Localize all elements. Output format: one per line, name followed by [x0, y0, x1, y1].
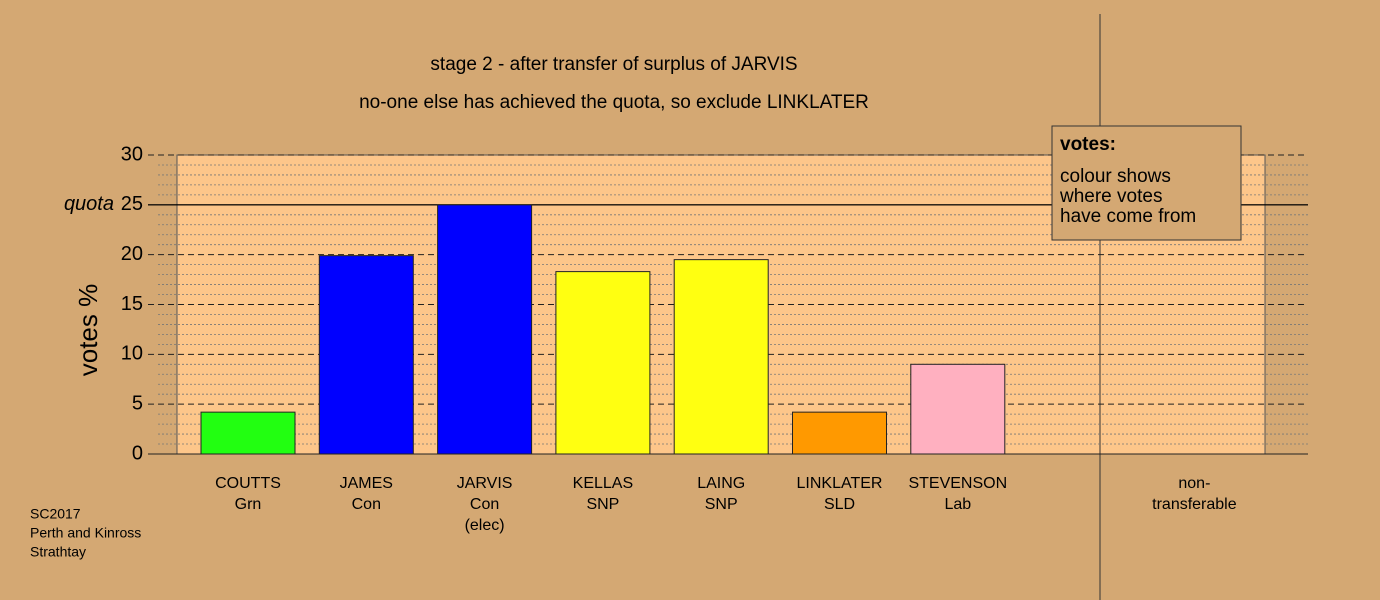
x-tick-label: transferable — [1152, 496, 1237, 513]
x-tick-label: KELLAS — [573, 475, 633, 492]
bar — [792, 411, 887, 455]
bar — [318, 255, 414, 455]
y-tick-label: 25 — [121, 193, 143, 215]
bar — [673, 259, 769, 455]
legend-text: colour shows — [1060, 166, 1171, 187]
footnote: Perth and Kinross — [30, 525, 141, 541]
bar — [200, 411, 296, 455]
y-tick-label: 15 — [121, 293, 143, 315]
y-tick-label: 5 — [132, 392, 143, 414]
chart-subtitle: no-one else has achieved the quota, so e… — [359, 92, 869, 113]
x-tick-label: (elec) — [465, 517, 505, 534]
chart-title: stage 2 - after transfer of surplus of J… — [430, 54, 797, 75]
x-tick-label: Grn — [235, 496, 262, 513]
x-tick-label: JAMES — [340, 475, 393, 492]
x-tick-label: SNP — [705, 496, 738, 513]
x-tick-label: STEVENSON — [908, 475, 1007, 492]
x-tick-label: COUTTS — [215, 475, 281, 492]
legend-title: votes: — [1060, 134, 1116, 155]
bar — [910, 363, 1006, 455]
x-tick-label: SLD — [824, 496, 855, 513]
x-tick-label: LAING — [697, 475, 745, 492]
footnote: Strathtay — [30, 544, 86, 560]
bar — [555, 271, 651, 455]
legend-box — [1051, 125, 1242, 241]
y-tick-label: 30 — [121, 143, 143, 165]
x-tick-label: LINKLATER — [797, 475, 883, 492]
x-tick-label: JARVIS — [457, 475, 513, 492]
footnote: SC2017 — [30, 506, 81, 522]
x-tick-label: non- — [1178, 475, 1210, 492]
y-tick-label: 20 — [121, 243, 143, 265]
y-tick-label: 10 — [121, 343, 143, 365]
quota-label: quota — [64, 193, 114, 215]
y-axis-title: votes % — [73, 284, 103, 377]
bar — [437, 204, 533, 455]
legend-text: where votes — [1059, 186, 1162, 207]
x-tick-label: SNP — [586, 496, 619, 513]
x-tick-label: Lab — [944, 496, 971, 513]
legend-text: have come from — [1060, 206, 1196, 227]
x-tick-label: Con — [352, 496, 381, 513]
x-tick-label: Con — [470, 496, 499, 513]
y-tick-label: 0 — [132, 442, 143, 464]
